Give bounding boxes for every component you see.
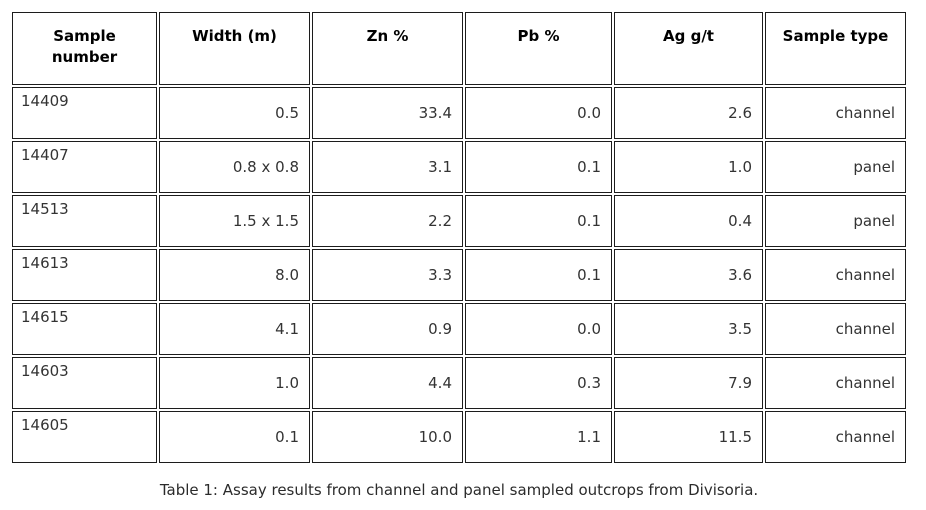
table-header: Sample number Width (m) Zn % Pb % Ag g/t Samp…	[12, 12, 906, 85]
ag-cell: 0.4	[614, 195, 763, 247]
table-row: 14603 1.0 4.4 0.3 7.9 channel	[12, 357, 906, 409]
ag-cell: 11.5	[614, 411, 763, 463]
zn-cell: 33.4	[312, 87, 463, 139]
column-header-zn-pct: Zn %	[312, 12, 463, 85]
sample-number-cell: 14603	[12, 357, 157, 409]
width-cell: 8.0	[159, 249, 310, 301]
sample-number-cell: 14409	[12, 87, 157, 139]
sample-number-cell: 14613	[12, 249, 157, 301]
sample-number-cell: 14615	[12, 303, 157, 355]
pb-cell: 0.1	[465, 141, 612, 193]
pb-cell: 0.0	[465, 303, 612, 355]
table-row: 14407 0.8 x 0.8 3.1 0.1 1.0 panel	[12, 141, 906, 193]
width-cell: 0.1	[159, 411, 310, 463]
ag-cell: 3.6	[614, 249, 763, 301]
assay-results-table: Sample number Width (m) Zn % Pb % Ag g/t Samp…	[10, 10, 908, 465]
column-header-width-m: Width (m)	[159, 12, 310, 85]
column-header-sample-number: Sample number	[12, 12, 157, 85]
width-cell: 4.1	[159, 303, 310, 355]
pb-cell: 0.1	[465, 249, 612, 301]
ag-cell: 1.0	[614, 141, 763, 193]
ag-cell: 2.6	[614, 87, 763, 139]
column-header-ag-gpt: Ag g/t	[614, 12, 763, 85]
zn-cell: 10.0	[312, 411, 463, 463]
pb-cell: 0.3	[465, 357, 612, 409]
table-body: 14409 0.5 33.4 0.0 2.6 channel 14407 0.8 x 0.8 3…	[12, 87, 906, 463]
pb-cell: 0.0	[465, 87, 612, 139]
sample-type-cell: panel	[765, 195, 906, 247]
zn-cell: 4.4	[312, 357, 463, 409]
table-row: 14605 0.1 10.0 1.1 11.5 channel	[12, 411, 906, 463]
pb-cell: 1.1	[465, 411, 612, 463]
sample-number-cell: 14407	[12, 141, 157, 193]
sample-type-cell: channel	[765, 87, 906, 139]
table-row: 14409 0.5 33.4 0.0 2.6 channel	[12, 87, 906, 139]
pb-cell: 0.1	[465, 195, 612, 247]
sample-number-cell: 14605	[12, 411, 157, 463]
header-row: Sample number Width (m) Zn % Pb % Ag g/t Samp…	[12, 12, 906, 85]
width-cell: 1.0	[159, 357, 310, 409]
sample-type-cell: channel	[765, 357, 906, 409]
table-row: 14613 8.0 3.3 0.1 3.6 channel	[12, 249, 906, 301]
zn-cell: 3.3	[312, 249, 463, 301]
width-cell: 1.5 x 1.5	[159, 195, 310, 247]
table-row: 14513 1.5 x 1.5 2.2 0.1 0.4 panel	[12, 195, 906, 247]
sample-type-cell: panel	[765, 141, 906, 193]
sample-number-cell: 14513	[12, 195, 157, 247]
ag-cell: 3.5	[614, 303, 763, 355]
column-header-sample-type: Sample type	[765, 12, 906, 85]
sample-type-cell: channel	[765, 303, 906, 355]
table-caption: Table 1: Assay results from channel and …	[159, 481, 759, 499]
ag-cell: 7.9	[614, 357, 763, 409]
sample-type-cell: channel	[765, 249, 906, 301]
zn-cell: 3.1	[312, 141, 463, 193]
width-cell: 0.8 x 0.8	[159, 141, 310, 193]
column-header-pb-pct: Pb %	[465, 12, 612, 85]
table-row: 14615 4.1 0.9 0.0 3.5 channel	[12, 303, 906, 355]
zn-cell: 2.2	[312, 195, 463, 247]
width-cell: 0.5	[159, 87, 310, 139]
sample-type-cell: channel	[765, 411, 906, 463]
zn-cell: 0.9	[312, 303, 463, 355]
